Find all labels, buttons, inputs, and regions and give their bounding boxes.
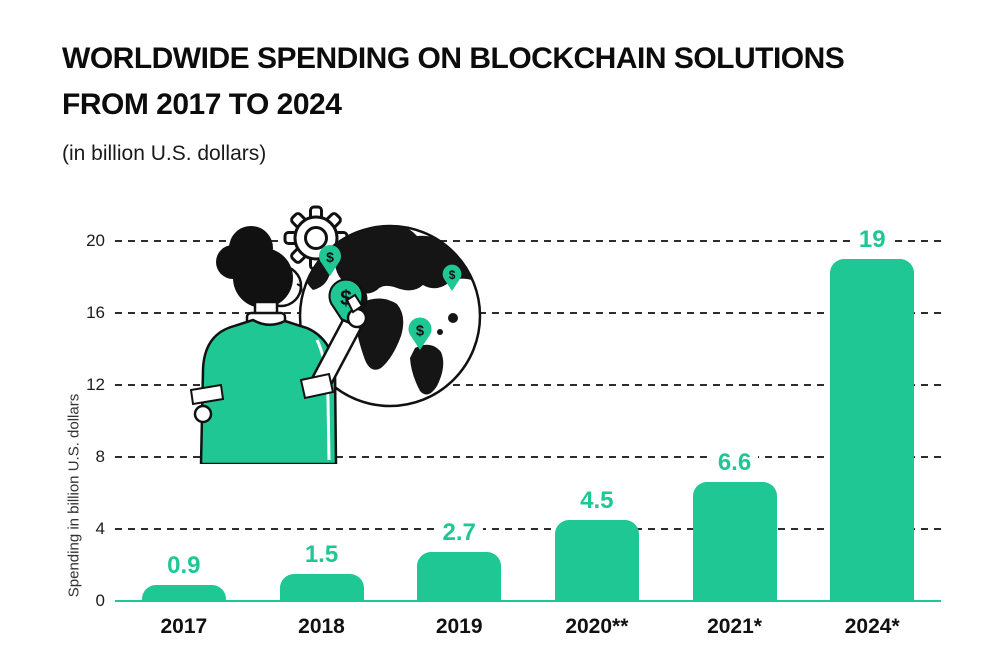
money-pin-icon: $: [319, 245, 341, 276]
bar-value-label-2018: 1.5: [297, 542, 346, 568]
y-tick-20: 20: [86, 231, 105, 250]
bar-column-2024*: 19: [803, 227, 941, 601]
gridline-20: [115, 240, 941, 242]
x-category-2017: 2017: [160, 615, 208, 638]
x-category-2024*: 2024*: [844, 615, 900, 638]
x-category-2020**: 2020**: [565, 615, 629, 638]
pin-dollar-sign: $: [326, 249, 334, 265]
person-arm: [299, 293, 368, 400]
bar-2024*: [830, 259, 915, 601]
bar-2018: [279, 574, 364, 601]
pin-dollar-sign: $: [416, 323, 424, 339]
gridline-8: [115, 456, 941, 458]
bar-2021*: [692, 482, 777, 601]
gridline-12: [115, 384, 941, 386]
chart-subtitle: (in billion U.S. dollars): [62, 142, 267, 165]
bar-value-label-2021*: 6.6: [710, 450, 759, 477]
bar-value-label-2017: 0.9: [160, 552, 208, 579]
x-axis-baseline: [115, 600, 941, 602]
person-figure: [189, 226, 338, 464]
y-tick-16: 16: [86, 303, 105, 322]
title-line-2: FROM 2017 TO 2024: [62, 88, 342, 121]
money-pin-icon: $: [408, 317, 432, 350]
y-tick-4: 4: [95, 519, 105, 538]
gridline-4: [115, 528, 941, 530]
y-tick-0: 0: [95, 591, 105, 610]
money-pin-icon: $: [442, 264, 462, 291]
globe-illustration: $ $ $ $: [189, 205, 482, 464]
bar-column-2019: 2.7: [390, 520, 528, 601]
bar-column-2017: 0.9: [115, 552, 253, 601]
x-axis-category-labels: 2017 2018 2019 2020** 2021* 2024*: [115, 615, 941, 639]
y-axis-tick-labels: 0 4 8 12 16 20: [55, 231, 105, 610]
x-category-2021*: 2021*: [707, 615, 762, 638]
title-line-1: WORLDWIDE SPENDING ON BLOCKCHAIN SOLUTIO…: [62, 42, 845, 75]
bar-value-label-2020**: 4.5: [573, 488, 621, 514]
plot-area: [115, 240, 941, 601]
bar-2019: [417, 552, 502, 601]
bar-value-label-2019: 2.7: [435, 520, 483, 547]
page-title: WORLDWIDE SPENDING ON BLOCKCHAIN SOLUTIO…: [62, 36, 962, 128]
bar-series: 0.9 1.5 2.7 4.5 6.6 19: [115, 227, 941, 601]
x-category-2018: 2018: [298, 615, 345, 638]
y-tick-8: 8: [95, 447, 105, 466]
globe-icon: [298, 224, 482, 408]
bar-column-2020**: 4.5: [528, 488, 666, 601]
pin-dollar-sign: $: [449, 268, 456, 282]
x-category-2019: 2019: [435, 615, 483, 638]
bar-value-label-2024*: 19: [851, 227, 893, 253]
bar-column-2021*: 6.6: [666, 450, 804, 601]
gridline-16: [115, 312, 941, 314]
bar-2017: [141, 584, 226, 601]
y-tick-12: 12: [86, 375, 105, 394]
bar-column-2018: 1.5: [253, 542, 391, 601]
bar-2020**: [554, 520, 639, 601]
